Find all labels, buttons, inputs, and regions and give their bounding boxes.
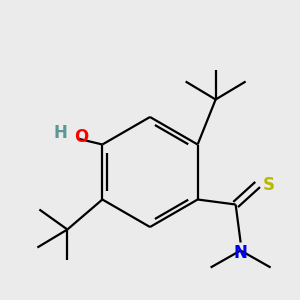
Text: S: S <box>262 176 274 194</box>
Text: O: O <box>74 128 88 146</box>
Text: N: N <box>234 244 248 262</box>
Text: H: H <box>53 124 67 142</box>
